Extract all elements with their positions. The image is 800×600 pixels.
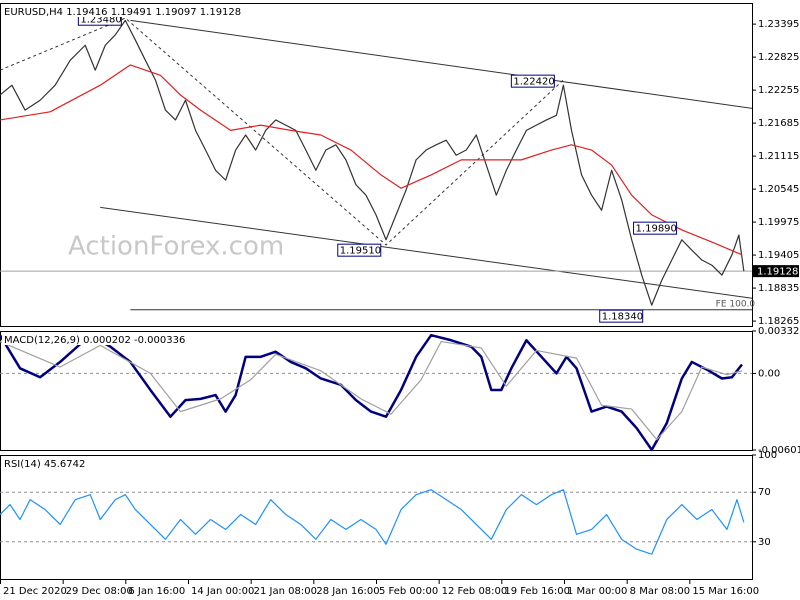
price-label: 1.23480 bbox=[80, 15, 121, 26]
price-label-box bbox=[510, 74, 555, 88]
panel-frame bbox=[0, 3, 753, 327]
price-label: 1.19890 bbox=[636, 224, 677, 235]
x-tick-label: 28 Jan 16:00 bbox=[316, 586, 379, 597]
x-tick-label: 21 Jan 08:00 bbox=[254, 586, 317, 597]
x-tick-label: 29 Dec 08:00 bbox=[66, 586, 133, 597]
series-line bbox=[0, 333, 743, 452]
y-tick-label: 1.23395 bbox=[758, 19, 799, 30]
panel-frame bbox=[0, 331, 753, 451]
y-tick-label: 70 bbox=[758, 487, 771, 498]
y-tick-label: 100 bbox=[758, 450, 777, 461]
y-tick-label: 30 bbox=[758, 537, 771, 548]
x-tick-label: 12 Feb 08:00 bbox=[442, 586, 508, 597]
y-tick-label: 1.18265 bbox=[758, 316, 799, 327]
y-tick-label: 1.18835 bbox=[758, 283, 799, 294]
price-label: 1.19510 bbox=[340, 246, 381, 257]
panel-title: RSI(14) 45.6742 bbox=[4, 459, 85, 470]
y-tick-label: 0.00 bbox=[758, 368, 780, 379]
series-line bbox=[0, 64, 743, 256]
series-line bbox=[0, 489, 745, 555]
zigzag-line bbox=[0, 17, 564, 246]
series-line bbox=[0, 340, 743, 441]
panel-title: MACD(12,26,9) 0.000202 -0.000336 bbox=[4, 335, 185, 346]
y-tick-label: 1.22255 bbox=[758, 85, 799, 96]
y-tick-label: -0.006013 bbox=[758, 445, 800, 456]
y-tick-label: 1.19975 bbox=[758, 217, 799, 228]
y-tick-label: 1.21685 bbox=[758, 118, 799, 129]
price-label-box bbox=[633, 221, 678, 235]
y-tick-label: 1.19405 bbox=[758, 250, 799, 261]
panel-title: EURUSD,H4 1.19416 1.19491 1.19097 1.1912… bbox=[4, 7, 241, 18]
title-bg bbox=[2, 5, 244, 17]
level-label: FE 100.0 bbox=[716, 299, 756, 309]
x-tick-label: 6 Jan 16:00 bbox=[128, 586, 185, 597]
x-tick-label: 21 Dec 2020 bbox=[3, 586, 67, 597]
price-label: 1.18340 bbox=[602, 312, 643, 323]
x-tick-label: 1 Mar 00:00 bbox=[567, 586, 627, 597]
x-tick-label: 14 Jan 00:00 bbox=[191, 586, 254, 597]
x-tick-label: 19 Feb 16:00 bbox=[504, 586, 570, 597]
y-tick-label: 1.20545 bbox=[758, 184, 799, 195]
y-tick-label: 0.003328 bbox=[758, 326, 800, 337]
x-tick-label: 5 Feb 00:00 bbox=[379, 586, 438, 597]
price-label-box bbox=[599, 309, 644, 323]
watermark: ActionForex.com bbox=[68, 232, 284, 262]
x-tick-label: 15 Mar 16:00 bbox=[692, 586, 759, 597]
title-bg bbox=[2, 333, 188, 345]
x-tick-label: 8 Mar 08:00 bbox=[630, 586, 690, 597]
price-label-box bbox=[337, 243, 382, 257]
trend-line bbox=[100, 206, 753, 299]
title-bg bbox=[2, 457, 88, 469]
trend-line bbox=[130, 19, 753, 109]
last-price-label: 1.19128 bbox=[757, 267, 798, 278]
price-label: 1.22420 bbox=[513, 77, 554, 88]
y-tick-label: 1.22825 bbox=[758, 52, 799, 63]
y-tick-label: 1.21115 bbox=[758, 151, 799, 162]
series-line bbox=[0, 19, 745, 306]
last-price-box bbox=[753, 265, 799, 278]
